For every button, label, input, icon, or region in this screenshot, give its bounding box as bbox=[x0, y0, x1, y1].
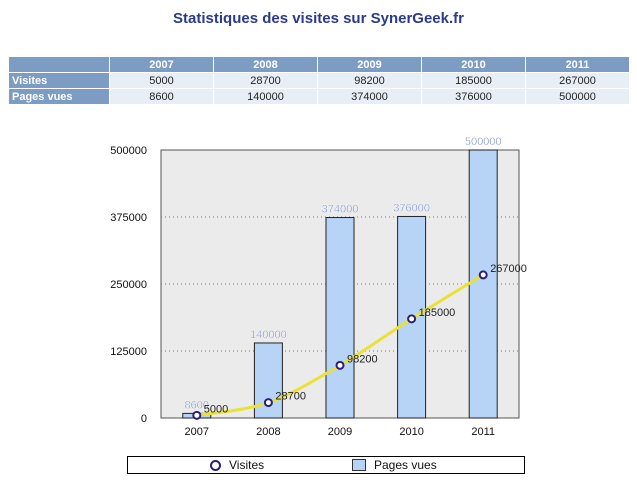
bar-data-label: 140000 bbox=[250, 329, 287, 341]
line-data-label: 98200 bbox=[347, 353, 378, 365]
y-tick-label: 125000 bbox=[110, 346, 147, 358]
bar-data-label: 376000 bbox=[393, 202, 430, 214]
column-header: 2007 bbox=[109, 56, 214, 73]
x-tick-label: 2009 bbox=[328, 426, 352, 438]
y-tick-label: 375000 bbox=[110, 212, 147, 224]
table-cell: 5000 bbox=[109, 72, 214, 89]
table-cell: 267000 bbox=[525, 72, 630, 89]
stats-table: 2007 2008 2009 2010 2011 Visites 5000 28… bbox=[8, 56, 630, 105]
line-point bbox=[478, 270, 488, 280]
x-tick-label: 2007 bbox=[185, 426, 209, 438]
bar bbox=[468, 149, 498, 419]
line-data-label: 5000 bbox=[204, 403, 228, 415]
chart-legend: Visites Pages vues bbox=[127, 456, 525, 474]
column-header: 2011 bbox=[525, 56, 630, 73]
bar-data-label: 8600 bbox=[185, 399, 209, 411]
x-tick-label: 2011 bbox=[471, 426, 495, 438]
y-tick-label: 0 bbox=[141, 413, 147, 425]
table-cell: 185000 bbox=[421, 72, 526, 89]
column-header: 2009 bbox=[317, 56, 422, 73]
line-point bbox=[407, 314, 417, 324]
page-title: Statistiques des visites sur SynerGeek.f… bbox=[173, 10, 464, 27]
line-point bbox=[335, 360, 345, 370]
table-cell: 500000 bbox=[525, 88, 630, 105]
line-data-label: 267000 bbox=[490, 263, 527, 275]
y-tick-label: 500000 bbox=[110, 145, 147, 157]
bar-data-label: 374000 bbox=[322, 204, 359, 216]
combo-chart: 0 125000 250000 375000 500000 2007 2008 2009 201… bbox=[110, 136, 527, 438]
line-point bbox=[192, 410, 202, 420]
table-cell: 28700 bbox=[213, 72, 318, 89]
table-header-row: 2007 2008 2009 2010 2011 bbox=[8, 56, 630, 73]
legend-label: Pages vues bbox=[374, 458, 437, 472]
bar bbox=[325, 217, 355, 419]
legend-item-pages-vues: Pages vues bbox=[352, 458, 437, 472]
y-tick-label: 250000 bbox=[110, 279, 147, 291]
table-corner-cell bbox=[8, 56, 110, 73]
bar-data-label: 500000 bbox=[465, 136, 502, 148]
row-header: Visites bbox=[8, 72, 110, 89]
table-cell: 376000 bbox=[421, 88, 526, 105]
table-cell: 374000 bbox=[317, 88, 422, 105]
line-point bbox=[263, 398, 273, 408]
legend-item-visites: Visites bbox=[210, 458, 264, 472]
legend-marker-rect bbox=[352, 459, 366, 471]
x-tick-label: 2010 bbox=[399, 426, 423, 438]
row-header: Pages vues bbox=[8, 88, 110, 105]
table-cell: 98200 bbox=[317, 72, 422, 89]
table-cell: 8600 bbox=[109, 88, 214, 105]
table-row: Visites 5000 28700 98200 185000 267000 bbox=[8, 72, 630, 89]
column-header: 2010 bbox=[421, 56, 526, 73]
table-row: Pages vues 8600 140000 374000 376000 500… bbox=[8, 88, 630, 105]
x-tick-label: 2008 bbox=[256, 426, 280, 438]
line-data-label: 185000 bbox=[419, 307, 456, 319]
table-cell: 140000 bbox=[213, 88, 318, 105]
legend-marker-circle bbox=[210, 459, 221, 471]
line-data-label: 28700 bbox=[275, 391, 306, 403]
column-header: 2008 bbox=[213, 56, 318, 73]
legend-label: Visites bbox=[229, 458, 265, 472]
